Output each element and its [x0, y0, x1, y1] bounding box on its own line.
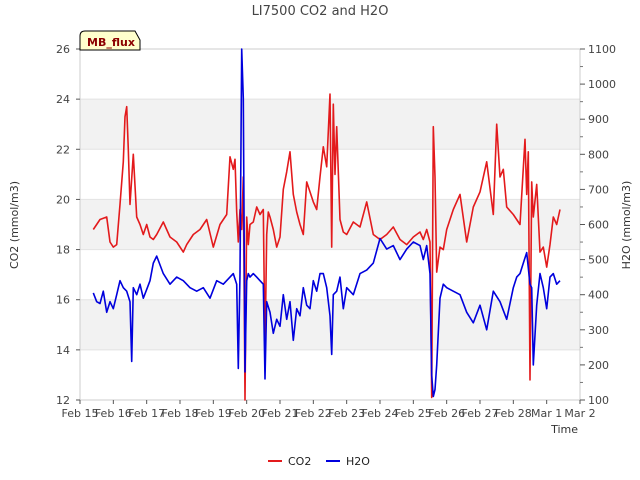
y-axis-right-label: H2O (mmol/m3)	[620, 181, 633, 270]
grid-band	[80, 199, 580, 250]
y-right-tick-label: 700	[588, 183, 609, 196]
series-line-co2	[92, 93, 561, 401]
y-axis-right: 100 200 300 400 500 600 700 800 900 1000 1100	[580, 43, 616, 407]
y-right-tick-label: 900	[588, 113, 609, 126]
x-tick-label: Feb 19	[195, 407, 232, 420]
y-right-tick-label: 200	[588, 359, 609, 372]
chart-title: LI7500 CO2 and H2O	[252, 4, 389, 19]
x-tick-label: Feb 26	[428, 407, 465, 420]
x-tick-label: Mar 2	[564, 407, 595, 420]
y-right-tick-label: 400	[588, 289, 609, 302]
site-badge-label: MB_flux	[87, 36, 135, 49]
y-right-tick-label: 300	[588, 324, 609, 337]
y-right-tick-label: 800	[588, 148, 609, 161]
y-right-tick-label: 600	[588, 219, 609, 232]
y-left-tick-label: 24	[56, 93, 70, 106]
x-tick-label: Feb 15	[62, 407, 99, 420]
x-tick-label: Feb 17	[128, 407, 165, 420]
x-tick-label: Feb 28	[495, 407, 532, 420]
x-tick-label: Feb 16	[95, 407, 132, 420]
x-tick-label: Mar 1	[531, 407, 562, 420]
y-left-tick-label: 16	[56, 294, 70, 307]
site-badge: MB_flux	[79, 30, 141, 51]
series-layer	[92, 48, 561, 401]
series-line-h2o	[92, 48, 561, 398]
y-left-tick-label: 20	[56, 193, 70, 206]
y-left-tick-label: 14	[56, 344, 70, 357]
x-tick-label: Feb 25	[395, 407, 432, 420]
legend-label-h2o: H2O	[346, 455, 370, 468]
y-right-tick-label: 500	[588, 254, 609, 267]
x-tick-label: Feb 22	[295, 407, 332, 420]
x-tick-label: Feb 24	[362, 407, 399, 420]
y-right-tick-label: 100	[588, 394, 609, 407]
y-axis-left-label: CO2 (mmol/m3)	[8, 181, 21, 269]
x-tick-label: Feb 23	[328, 407, 365, 420]
legend: CO2 H2O	[268, 455, 370, 468]
y-right-tick-label: 1000	[588, 78, 616, 91]
x-axis-label: Time	[550, 423, 578, 436]
x-tick-label: Feb 18	[162, 407, 199, 420]
y-left-tick-label: 22	[56, 143, 70, 156]
x-tick-label: Feb 27	[462, 407, 499, 420]
y-right-tick-label: 1100	[588, 43, 616, 56]
site-badge-shape	[79, 30, 141, 51]
y-left-tick-label: 18	[56, 244, 70, 257]
y-axis-left: 12 14 16 18 20 22 24 26	[56, 43, 80, 407]
legend-label-co2: CO2	[288, 455, 311, 468]
x-tick-label: Feb 20	[228, 407, 265, 420]
x-tick-label: Feb 21	[262, 407, 299, 420]
y-left-tick-label: 12	[56, 394, 70, 407]
y-left-tick-label: 26	[56, 43, 70, 56]
